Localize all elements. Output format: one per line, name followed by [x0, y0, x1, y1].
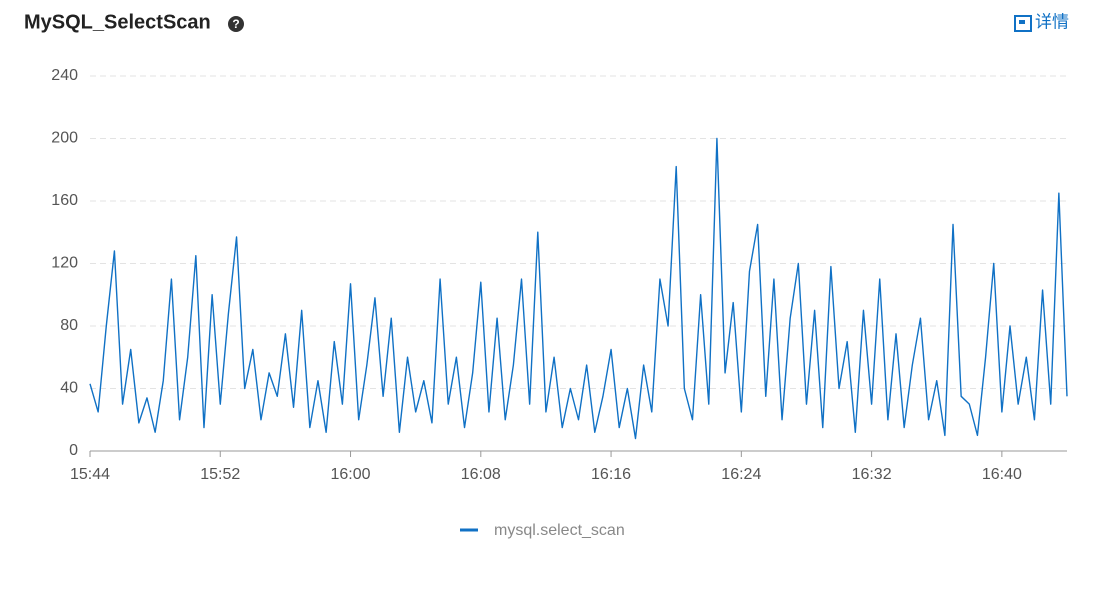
y-tick-label: 200 — [51, 130, 78, 147]
x-tick-label: 16:40 — [982, 466, 1022, 483]
x-tick-label: 16:08 — [461, 466, 501, 483]
help-icon[interactable]: ? — [228, 16, 244, 32]
y-tick-label: 160 — [51, 192, 78, 209]
legend-label: mysql.select_scan — [494, 522, 625, 539]
x-tick-label: 16:00 — [331, 466, 371, 483]
svg-text:?: ? — [232, 17, 239, 31]
detail-icon[interactable] — [1014, 15, 1032, 32]
detail-link[interactable]: 详情 — [1035, 12, 1069, 31]
y-tick-label: 240 — [51, 67, 78, 84]
x-tick-label: 15:44 — [70, 466, 110, 483]
y-tick-label: 120 — [51, 255, 78, 272]
x-tick-label: 15:52 — [200, 466, 240, 483]
series-line — [89, 137, 1068, 440]
x-tick-label: 16:32 — [852, 466, 892, 483]
y-tick-label: 0 — [69, 442, 78, 459]
y-tick-label: 40 — [60, 380, 78, 397]
x-tick-label: 16:16 — [591, 466, 631, 483]
y-tick-label: 80 — [60, 317, 78, 334]
x-tick-label: 16:24 — [721, 466, 761, 483]
chart-title: MySQL_SelectScan — [24, 11, 211, 33]
